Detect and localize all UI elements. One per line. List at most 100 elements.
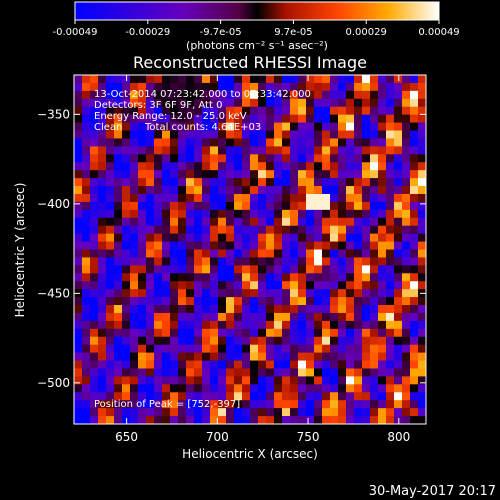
heatmap-cell [202,249,211,258]
heatmap-cell [178,344,187,353]
heatmap-cell [210,368,219,377]
colorbar-tick-label: -0.00049 [53,27,98,38]
heatmap-cell [378,400,387,409]
heatmap-cell [274,170,283,179]
heatmap-cell [210,193,219,203]
heatmap-cell [194,249,203,258]
heatmap-cell [226,297,235,306]
heatmap-cell [250,257,259,266]
heatmap-cell [250,273,259,282]
heatmap-cell [346,416,355,425]
heatmap-cell [194,289,203,298]
heatmap-cell [194,297,203,306]
heatmap-cell [74,305,83,314]
heatmap-cell [354,241,363,250]
heatmap-cell [274,146,283,155]
heatmap-cell [298,384,307,393]
heatmap-cell [90,328,99,338]
heatmap-cell [378,368,387,377]
heatmap-cell [370,122,379,131]
heatmap-cell [242,209,251,219]
heatmap-cell [106,162,115,171]
heatmap-cell [346,154,355,163]
heatmap-cell [82,186,91,195]
heatmap-cell [202,360,211,369]
heatmap-cell [186,273,195,282]
heatmap-cell [354,249,363,258]
heatmap-cell [186,98,195,108]
heatmap-cell [418,328,427,338]
heatmap-cell [162,154,171,163]
heatmap-cell [410,344,419,353]
heatmap-cell [242,122,251,131]
heatmap-cell [138,344,147,353]
heatmap-cell [330,312,339,322]
heatmap-cell [210,360,219,369]
heatmap-cell [242,376,251,385]
heatmap-cell [170,376,179,385]
heatmap-cell [194,106,203,115]
heatmap-cell [362,170,371,179]
heatmap-cell [346,233,355,242]
heatmap-cell [130,328,139,338]
heatmap-cell [346,368,355,377]
heatmap-cell [330,249,339,258]
heatmap-cell [354,320,363,330]
heatmap-cell [274,122,283,131]
heatmap-cell [178,162,187,171]
heatmap-cell [314,138,323,147]
heatmap-cell [370,106,379,115]
heatmap-cell [178,289,187,298]
heatmap-cell [402,392,411,401]
heatmap-cell [346,138,355,147]
heatmap-cell [74,186,83,195]
axis-ticks: 650 700 750 800−350−400−450−500 [37,75,426,444]
heatmap-cell [378,241,387,250]
heatmap-cell [322,344,331,353]
heatmap-cell [410,114,419,123]
heatmap-cell [202,289,211,298]
heatmap-cell [394,336,403,345]
heatmap-cell [202,265,211,274]
heatmap-cell [202,217,211,226]
heatmap-cell [242,281,251,290]
heatmap-cell [90,392,99,401]
heatmap-cell [162,305,171,314]
heatmap-cell [322,178,331,187]
heatmap-cell [106,289,115,298]
heatmap-cell [178,408,187,417]
heatmap-cell [290,408,299,417]
heatmap-cell [82,154,91,163]
heatmap-cell [258,273,267,282]
heatmap-cell [202,257,211,266]
heatmap-cell [106,193,115,203]
heatmap-cell [98,217,107,226]
heatmap-cell [218,241,227,250]
heatmap-cell [186,352,195,361]
heatmap-cell [282,162,291,171]
heatmap-cell [266,384,275,393]
heatmap-cell [314,114,323,123]
heatmap-cell [130,273,139,282]
heatmap-cell [378,416,387,425]
heatmap-cell [162,344,171,353]
heatmap-cell [170,273,179,282]
heatmap-cell [402,328,411,338]
heatmap-cell [130,336,139,345]
heatmap-cell [242,392,251,401]
heatmap-cell [178,178,187,187]
heatmap-cell [338,122,347,131]
heatmap-cell [234,392,243,401]
heatmap-cell [122,82,131,92]
heatmap-cell [90,138,99,147]
heatmap-cell [82,233,91,242]
heatmap-cell [74,336,83,345]
heatmap-cell [122,312,131,322]
heatmap-cell [74,162,83,171]
heatmap-cell [274,138,283,147]
heatmap-cell [362,384,371,393]
heatmap-cell [282,376,291,385]
heatmap-cell [402,360,411,369]
heatmap-cell [106,201,115,211]
heatmap-cell [154,75,163,84]
